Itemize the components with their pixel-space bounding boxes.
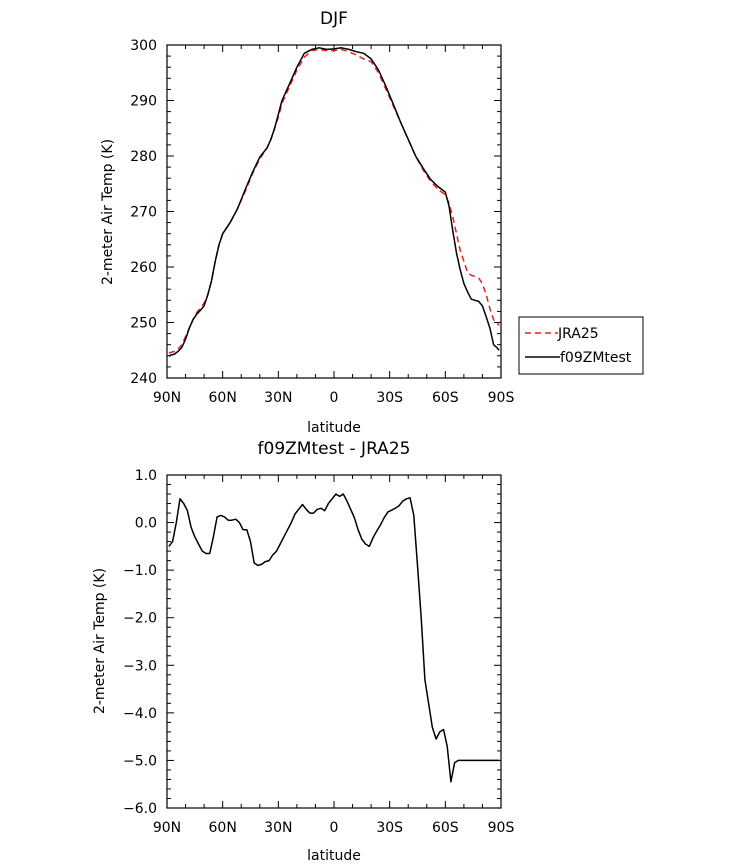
- top-y-tick-label: 260: [130, 260, 157, 276]
- bottom-x-tick-label: 90N: [153, 820, 181, 836]
- bottom-x-axis-label: latitude: [307, 848, 361, 864]
- bottom-y-tick-label: −5.0: [123, 753, 157, 769]
- bottom-y-axis-label: 2-meter Air Temp (K): [92, 568, 108, 714]
- bottom-panel: f09ZMtest - JRA25 1.0 0.0 −1.0 −2.0 −3.0 −4.0…: [92, 439, 514, 864]
- bottom-x-tick-label: 0: [330, 820, 339, 836]
- bottom-series-line-f09zmtest-jra25: [168, 493, 500, 783]
- legend-label-jra25: JRA25: [557, 326, 599, 342]
- legend-box: [518, 316, 644, 375]
- top-y-tick-label: 250: [130, 316, 157, 332]
- top-x-tick-label: 60S: [432, 390, 459, 406]
- top-x-tick-label: 90S: [488, 390, 515, 406]
- bottom-y-tick-label: −1.0: [123, 563, 157, 579]
- bottom-y-tick-label: −2.0: [123, 611, 157, 627]
- top-series-line-f09zmtest: [168, 47, 500, 357]
- top-x-tick-label: 0: [330, 390, 339, 406]
- top-x-tick-label: 90N: [153, 390, 181, 406]
- top-y-tick-label: 280: [130, 149, 157, 165]
- bottom-x-axis: 90N 60N 30N 0 30S 60S 90S: [153, 475, 515, 836]
- top-y-tick-label: 290: [130, 94, 157, 110]
- top-y-tick-label: 270: [130, 205, 157, 221]
- bottom-x-tick-label: 30N: [264, 820, 292, 836]
- top-series-lines: [168, 47, 500, 357]
- bottom-x-tick-label: 60S: [432, 820, 459, 836]
- top-y-axis: 240 250 260 270 280 290 300: [130, 38, 501, 387]
- top-y-axis-label: 2-meter Air Temp (K): [100, 139, 116, 285]
- top-x-axis: 90N 60N 30N 0 30S 60S 90S: [153, 45, 515, 406]
- bottom-series-lines: [168, 493, 500, 783]
- top-x-tick-label: 30N: [264, 390, 292, 406]
- bottom-y-axis: 1.0 0.0 −1.0 −2.0 −3.0 −4.0 −5.0 −6.0: [123, 468, 501, 817]
- bottom-plot-frame: [166, 474, 502, 809]
- top-chart-title: DJF: [320, 9, 348, 29]
- top-x-tick-label: 30S: [376, 390, 403, 406]
- bottom-y-tick-label: −6.0: [123, 801, 157, 817]
- bottom-x-tick-label: 30S: [376, 820, 403, 836]
- top-series-line-jra25: [168, 48, 500, 354]
- top-x-tick-label: 60N: [209, 390, 237, 406]
- bottom-y-tick-label: 0.0: [135, 516, 157, 532]
- bottom-chart-title: f09ZMtest - JRA25: [258, 439, 411, 459]
- bottom-x-tick-label: 60N: [209, 820, 237, 836]
- top-y-tick-label: 240: [130, 371, 157, 387]
- legend: JRA25 f09ZMtest: [518, 316, 644, 375]
- bottom-y-tick-label: −3.0: [123, 658, 157, 674]
- top-y-tick-label: 300: [130, 38, 157, 54]
- top-x-axis-label: latitude: [307, 420, 361, 436]
- top-panel: DJF 240 250 260 270 280 290 300 90N 60N 30N 0 30S 6…: [100, 9, 644, 436]
- bottom-y-tick-label: 1.0: [135, 468, 157, 484]
- bottom-y-tick-label: −4.0: [123, 706, 157, 722]
- bottom-x-tick-label: 90S: [488, 820, 515, 836]
- legend-label-f09zmtest: f09ZMtest: [560, 350, 632, 366]
